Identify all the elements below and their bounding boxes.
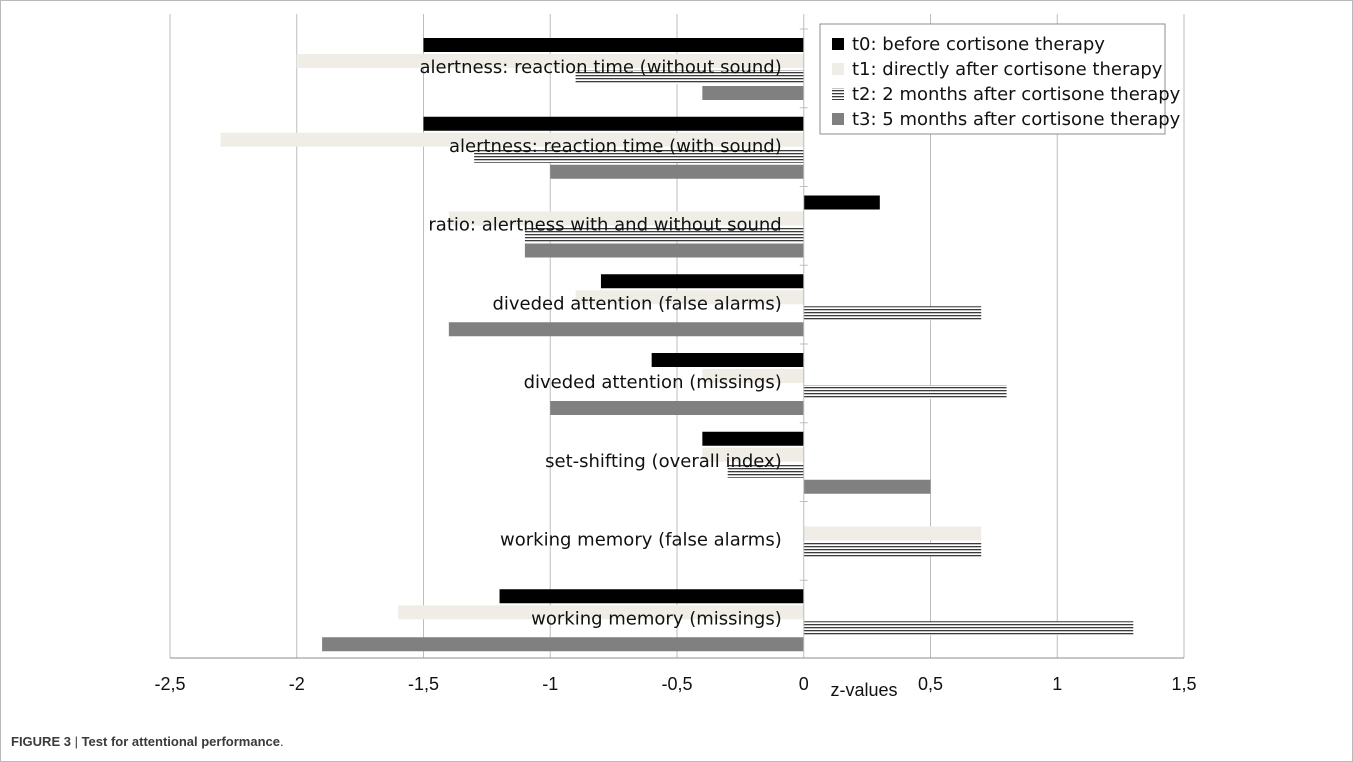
category-labels: alertness: reaction time (without sound)… xyxy=(420,57,782,629)
bar-3-5 xyxy=(803,479,931,494)
bar-3-1 xyxy=(550,164,804,179)
legend-label: t1: directly after cortisone therapy xyxy=(852,59,1163,80)
bar-0-4 xyxy=(651,353,804,367)
bar-1-1 xyxy=(220,132,804,147)
bar-1-6 xyxy=(803,526,982,541)
bar-1-7 xyxy=(398,605,804,620)
x-tick-label: -1 xyxy=(542,674,558,694)
legend-box xyxy=(819,23,1166,135)
bar-0-7 xyxy=(499,589,804,604)
x-tick-label: -1,5 xyxy=(408,674,439,694)
legend-label: t2: 2 months after cortisone therapy xyxy=(852,84,1181,105)
legend-swatch xyxy=(832,88,844,100)
bar-1-2 xyxy=(448,211,804,226)
legend-label: t0: before cortisone therapy xyxy=(852,34,1105,55)
category-label: diveded attention (false alarms) xyxy=(492,293,781,314)
caption-end: . xyxy=(279,734,284,749)
bar-0-2 xyxy=(803,195,880,210)
x-tick-label: 0 xyxy=(799,674,809,694)
legend: t0: before cortisone therapy t1: directly… xyxy=(819,23,1181,135)
legend-label: t3: 5 months after cortisone therapy xyxy=(852,109,1181,130)
x-tick-label: 1 xyxy=(1052,674,1062,694)
bar-1-5 xyxy=(702,447,804,462)
bars xyxy=(220,38,1134,652)
category-label: working memory (false alarms) xyxy=(500,530,782,551)
axes: -2,5 -2 -1,5 -1 -0,5 0 0,5 1 1,5 z-values xyxy=(154,14,1197,700)
category-label: ratio: alertness with and without sound xyxy=(428,215,781,236)
bar-2-7 xyxy=(803,621,1134,636)
bar-2-5 xyxy=(727,463,804,478)
figure-label: FIGURE 3 xyxy=(11,734,71,749)
x-tick-label: 0,5 xyxy=(918,674,943,694)
bar-2-3 xyxy=(803,306,982,321)
bar-2-0 xyxy=(575,70,804,84)
bar-2-1 xyxy=(474,148,804,163)
x-tick-label: 1,5 xyxy=(1171,674,1196,694)
category-label: working memory (missings) xyxy=(531,608,782,629)
bar-1-3 xyxy=(575,290,804,305)
bar-1-0 xyxy=(296,54,804,68)
legend-swatch xyxy=(832,38,844,50)
bar-0-0 xyxy=(423,38,804,52)
bar-3-7 xyxy=(322,637,804,652)
x-axis-title: z-values xyxy=(830,680,897,700)
bar-0-1 xyxy=(423,116,804,131)
caption-separator: | xyxy=(70,734,82,749)
category-label: alertness: reaction time (without sound) xyxy=(420,57,782,78)
category-label: set-shifting (overall index) xyxy=(545,451,782,472)
bar-0-5 xyxy=(702,431,804,446)
bar-3-2 xyxy=(524,243,804,258)
bar-2-4 xyxy=(803,385,1007,399)
legend-swatch xyxy=(832,63,844,75)
category-label: diveded attention (missings) xyxy=(524,372,782,393)
bar-1-4 xyxy=(702,369,804,383)
bar-2-2 xyxy=(524,227,804,242)
bar-3-3 xyxy=(448,322,804,337)
x-tick-label: -2 xyxy=(289,674,305,694)
bar-3-0 xyxy=(702,86,804,100)
legend-swatch xyxy=(832,113,844,125)
x-tick-label: -2,5 xyxy=(154,674,185,694)
category-label: alertness: reaction time (with sound) xyxy=(449,136,782,157)
bar-2-6 xyxy=(803,542,982,557)
bar-0-3 xyxy=(600,274,804,289)
figure-caption: FIGURE 3 | Test for attentional performa… xyxy=(11,734,284,749)
x-tick-label: -0,5 xyxy=(661,674,692,694)
caption-title: Test for attentional performance xyxy=(81,734,280,749)
bar-3-4 xyxy=(550,401,804,415)
